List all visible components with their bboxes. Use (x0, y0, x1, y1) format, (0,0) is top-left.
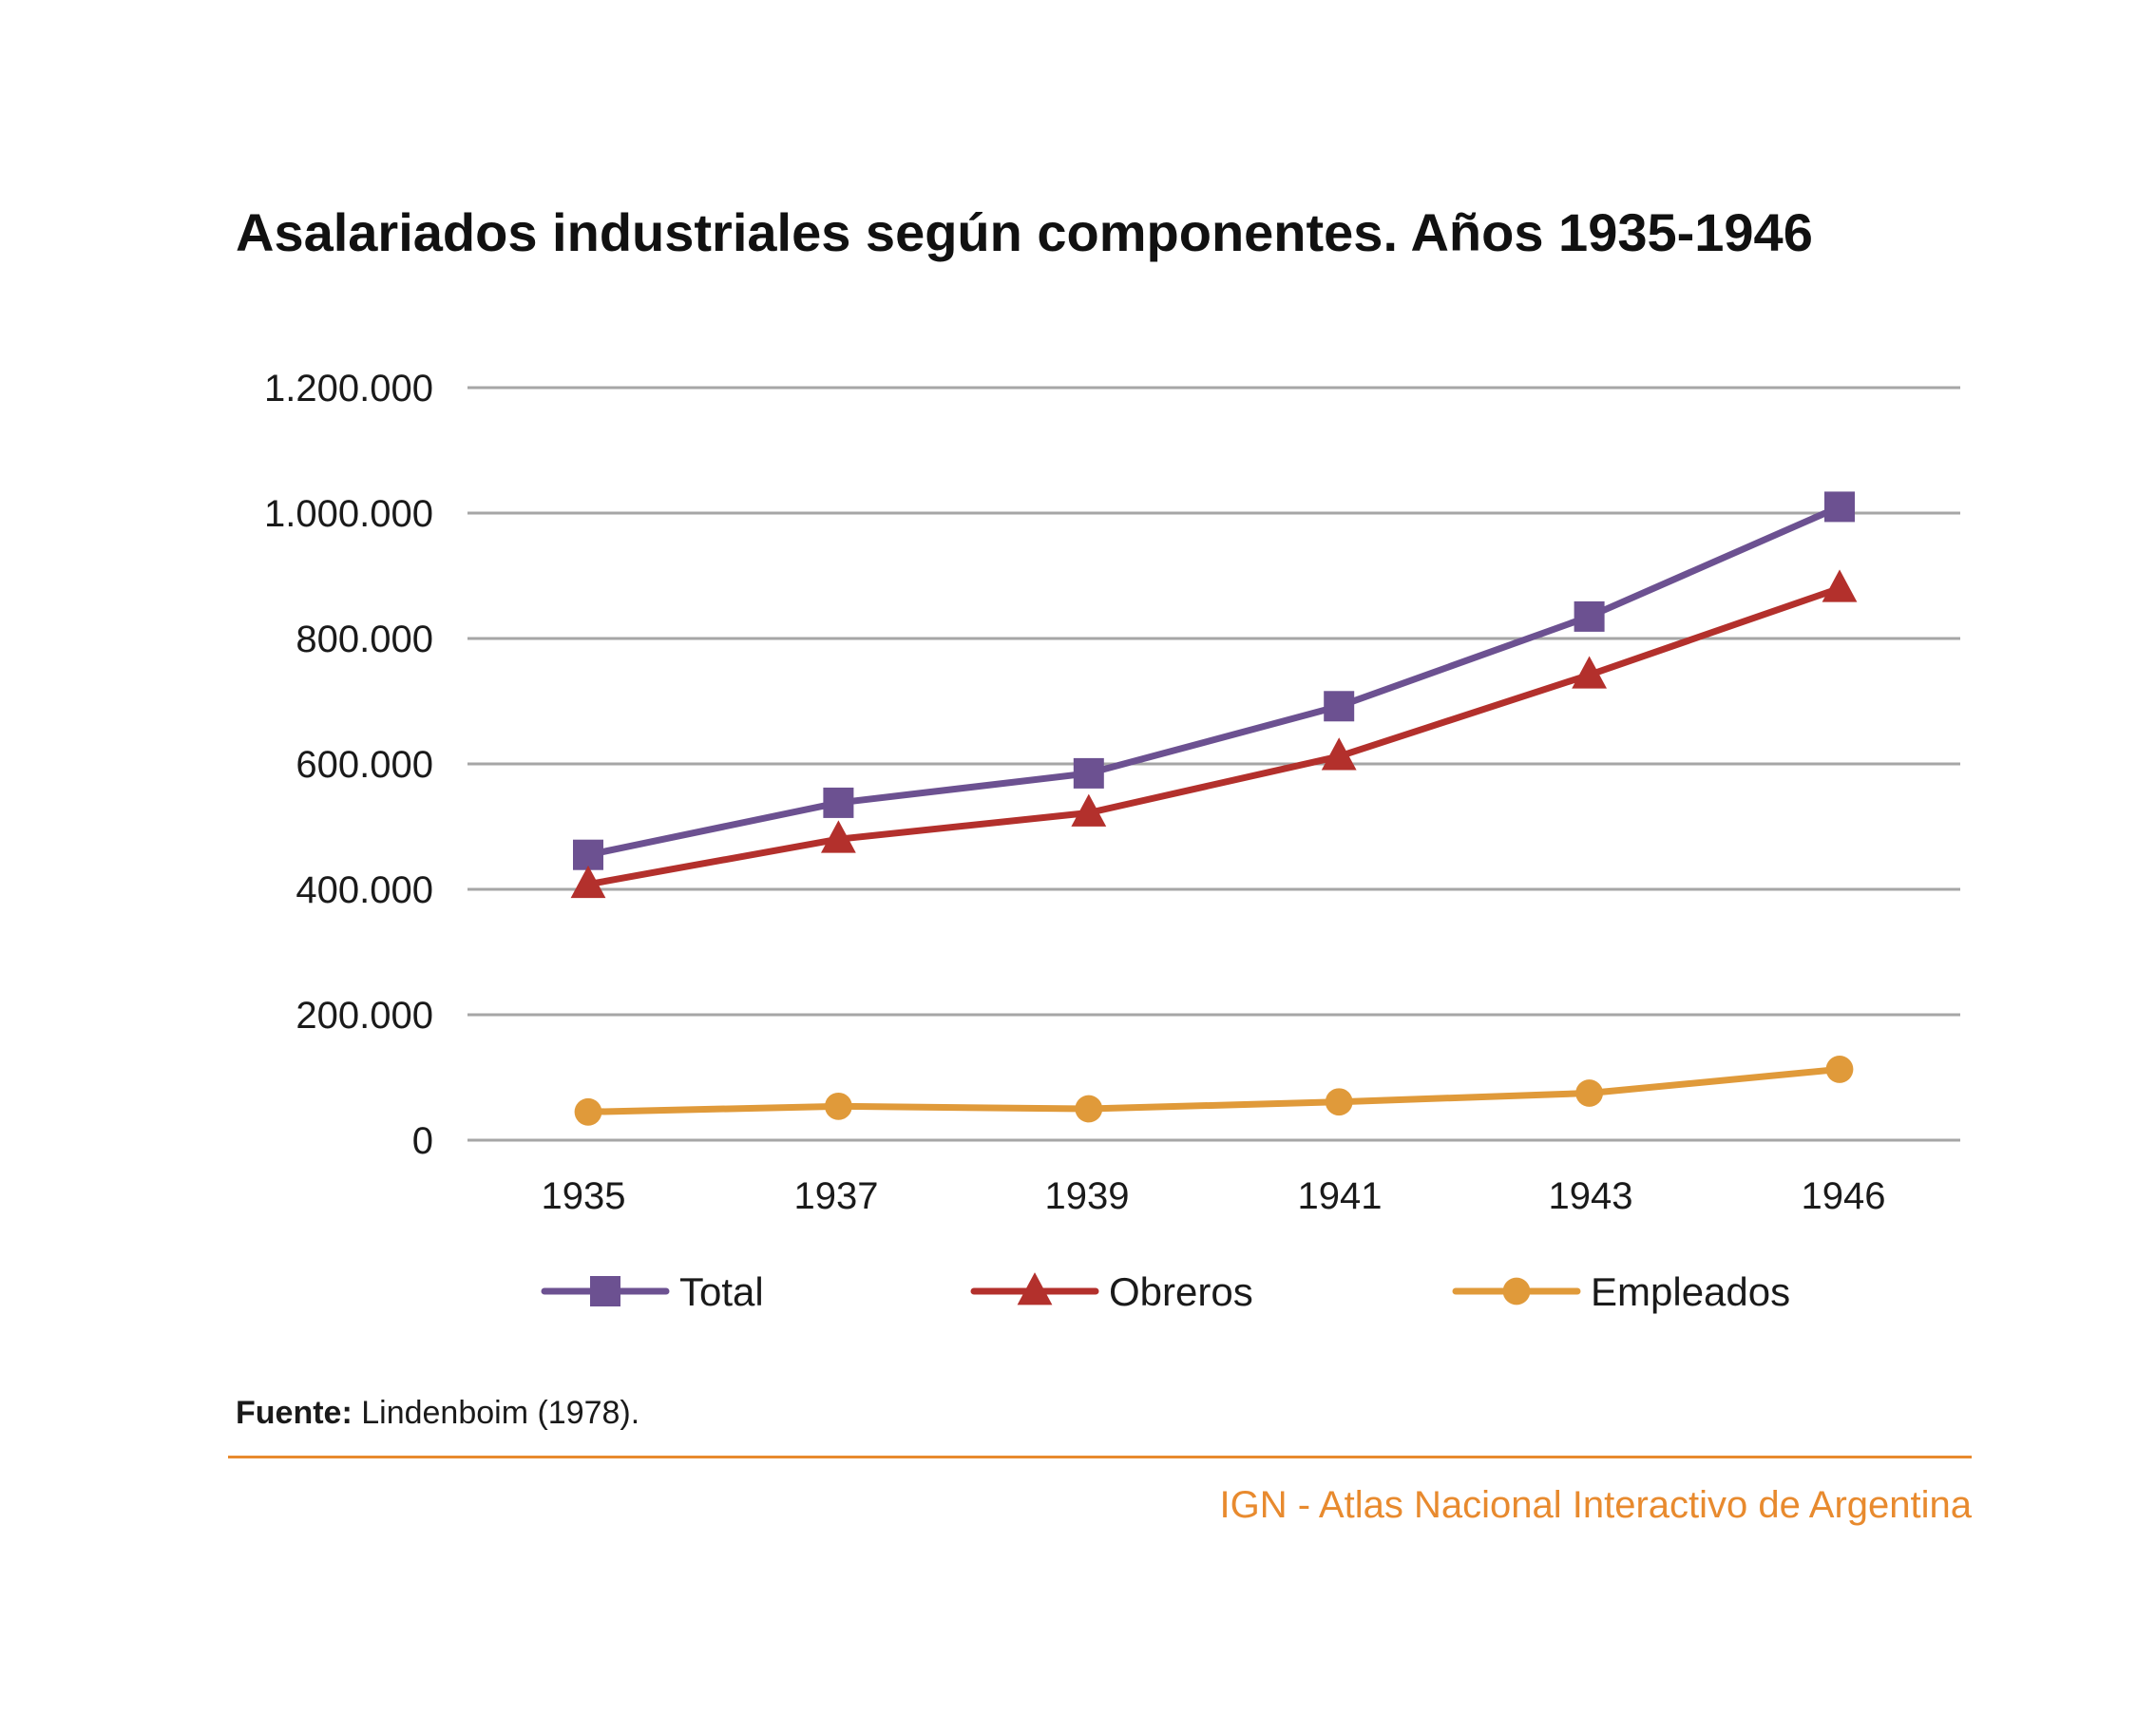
data-point-circle (1325, 1088, 1353, 1116)
y-tick-label: 1.200.000 (264, 368, 433, 410)
y-tick-label: 1.000.000 (264, 493, 433, 535)
legend: Total Obreros Empleados (541, 1269, 1790, 1314)
data-point-square (573, 839, 603, 870)
series-line (584, 584, 1843, 888)
y-tick-label: 600.000 (296, 744, 433, 786)
series-total (573, 491, 1855, 870)
x-axis-tick-labels: 1935 1937 1939 1941 1943 1946 (542, 1175, 1886, 1217)
data-point-circle (1825, 1056, 1854, 1083)
legend-marker-triangle (1017, 1272, 1053, 1305)
data-point-square (1073, 757, 1104, 789)
footer-divider (228, 1456, 1972, 1458)
series-line (584, 503, 1843, 859)
data-point-square (823, 787, 854, 818)
legend-marker-circle (1502, 1277, 1531, 1305)
x-tick-label: 1946 (1802, 1175, 1886, 1217)
series-empleados (574, 1056, 1854, 1126)
data-point-square (1824, 491, 1855, 523)
legend-label: Empleados (1591, 1269, 1790, 1314)
credit-line: IGN - Atlas Nacional Interactivo de Arge… (1219, 1484, 1972, 1526)
series-obreros (570, 569, 1858, 899)
x-tick-label: 1935 (542, 1175, 626, 1217)
source-label: Fuente: (236, 1395, 353, 1431)
x-tick-label: 1943 (1549, 1175, 1633, 1217)
data-point-triangle (1071, 793, 1107, 827)
legend-label: Obreros (1109, 1269, 1253, 1314)
data-series (570, 491, 1858, 1126)
source-text: Lindenboim (1978). (352, 1395, 640, 1431)
y-tick-label: 400.000 (296, 869, 433, 911)
data-point-triangle (570, 865, 606, 899)
data-point-triangle (821, 820, 856, 853)
legend-item-total: Total (541, 1269, 764, 1314)
data-point-triangle (1572, 656, 1607, 689)
y-tick-label: 200.000 (296, 995, 433, 1037)
data-point-circle (574, 1097, 602, 1126)
y-tick-label: 800.000 (296, 619, 433, 660)
legend-item-obreros: Obreros (970, 1269, 1253, 1314)
x-tick-label: 1941 (1298, 1175, 1383, 1217)
data-point-square (1324, 691, 1355, 722)
data-point-circle (825, 1092, 852, 1120)
legend-item-empleados: Empleados (1452, 1269, 1790, 1314)
legend-label: Total (679, 1269, 764, 1314)
data-point-triangle (1822, 569, 1858, 602)
legend-marker-square (590, 1276, 620, 1306)
chart-title: Asalariados industriales según component… (236, 202, 1813, 262)
x-tick-label: 1937 (794, 1175, 879, 1217)
y-axis-tick-labels: 0 200.000 400.000 600.000 800.000 1.000.000 1.… (264, 368, 433, 1162)
data-point-square (1574, 600, 1605, 632)
data-point-circle (1075, 1095, 1103, 1123)
grid-lines (467, 386, 1960, 1142)
data-point-circle (1575, 1079, 1603, 1107)
source-note: Fuente: Lindenboim (1978). (236, 1395, 639, 1432)
series-line (584, 1065, 1843, 1115)
y-tick-label: 0 (412, 1120, 433, 1162)
x-tick-label: 1939 (1045, 1175, 1130, 1217)
data-point-triangle (1321, 737, 1357, 771)
